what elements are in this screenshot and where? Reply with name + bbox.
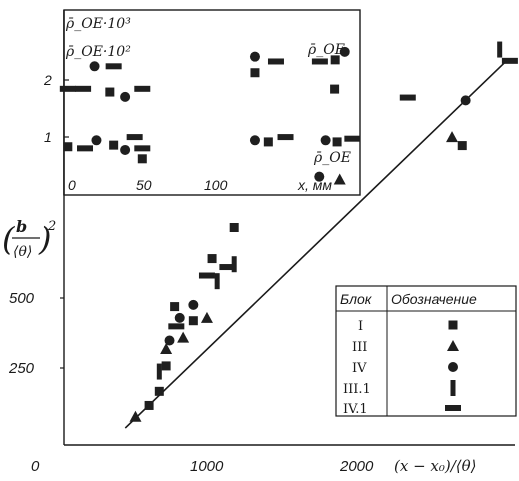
legend-entry-label: III bbox=[352, 340, 367, 355]
inset-point-square bbox=[330, 55, 340, 65]
data-point-square bbox=[154, 386, 164, 396]
data-point-square bbox=[207, 254, 217, 264]
legend-box bbox=[335, 285, 517, 417]
y-axis-label: ( b ⟨θ⟩ ) 2 bbox=[2, 217, 56, 260]
inset-point-hbar bbox=[311, 58, 328, 65]
data-point-square bbox=[457, 141, 467, 151]
main-data-points bbox=[129, 41, 518, 422]
svg-text:b: b bbox=[16, 217, 27, 236]
inset-x-tick-label-0: 0 bbox=[68, 177, 76, 193]
data-point-triangle bbox=[200, 311, 213, 323]
data-point-square bbox=[144, 400, 154, 410]
inset-point-square bbox=[105, 87, 115, 97]
x-axis-label: (x − x₀)/⟨θ⟩ bbox=[394, 457, 477, 475]
data-point-square bbox=[170, 302, 180, 312]
inset-panel bbox=[63, 9, 361, 196]
legend-entry-label: IV.1 bbox=[343, 402, 368, 417]
data-point-triangle bbox=[446, 131, 459, 143]
legend-entry-label: III.1 bbox=[343, 382, 371, 397]
data-point-square bbox=[330, 84, 340, 94]
inset-y-label-bottom: ρ̄_OE·10² bbox=[65, 44, 131, 60]
inset-point-circle bbox=[120, 144, 131, 155]
data-point-square bbox=[188, 316, 198, 326]
inset-data-points bbox=[59, 46, 361, 164]
inset-point-square bbox=[250, 68, 260, 78]
inset-point-circle bbox=[249, 51, 260, 62]
legend-marker-triangle bbox=[447, 340, 459, 351]
svg-text:(: ( bbox=[2, 220, 16, 258]
data-point-triangle bbox=[333, 173, 346, 185]
inset-y-label-top: ρ̄_OE·10³ bbox=[65, 16, 131, 32]
data-point-hbar bbox=[399, 94, 416, 101]
data-point-hbar bbox=[168, 323, 185, 330]
inset-point-square bbox=[263, 137, 273, 147]
svg-text:2: 2 bbox=[47, 219, 56, 234]
data-point-triangle bbox=[129, 410, 142, 422]
y-tick-label-500: 500 bbox=[9, 290, 35, 307]
data-point-vbar bbox=[214, 273, 220, 290]
data-point-vbar bbox=[156, 363, 162, 380]
inset-point-circle bbox=[249, 135, 260, 146]
inset-point-hbar bbox=[126, 134, 143, 141]
inset-point-square bbox=[137, 154, 147, 164]
inset-point-circle bbox=[339, 46, 350, 57]
inset-point-circle bbox=[89, 61, 100, 72]
data-point-vbar bbox=[497, 41, 503, 58]
data-point-circle bbox=[460, 95, 471, 106]
data-point-circle bbox=[314, 171, 325, 182]
data-point-triangle bbox=[177, 331, 190, 343]
legend-marker-vbar bbox=[450, 380, 456, 396]
x-tick-label-1000: 1000 bbox=[190, 458, 224, 475]
data-point-circle bbox=[174, 312, 185, 323]
inset-point-hbar bbox=[77, 145, 94, 152]
data-point-hbar bbox=[219, 264, 236, 271]
svg-text:): ) bbox=[38, 220, 51, 258]
inset-point-circle bbox=[320, 135, 331, 146]
legend-header-block: Блок bbox=[340, 291, 373, 307]
data-point-hbar bbox=[198, 272, 215, 279]
inset-x-tick-label-50: 50 bbox=[136, 177, 152, 193]
inset-point-hbar bbox=[344, 135, 361, 142]
legend-entry-label: IV bbox=[352, 361, 367, 376]
data-point-hbar bbox=[501, 57, 518, 64]
inset-lower-series-label: ρ̄_OE bbox=[313, 150, 351, 166]
legend-entry-label: I bbox=[358, 319, 363, 334]
data-point-circle bbox=[188, 299, 199, 310]
legend-marker-square bbox=[448, 320, 458, 330]
inset-point-square bbox=[109, 140, 119, 150]
inset-point-hbar bbox=[134, 85, 151, 92]
inset-point-hbar bbox=[134, 145, 151, 152]
data-point-square bbox=[161, 361, 171, 371]
inset-y-tick-label-2: 2 bbox=[43, 72, 52, 88]
inset-point-hbar bbox=[59, 85, 76, 92]
data-point-triangle bbox=[160, 342, 173, 354]
inset-x-axis-label: x, мм bbox=[297, 177, 332, 193]
trend-line bbox=[124, 60, 508, 429]
inset-x-tick-label-100: 100 bbox=[204, 177, 228, 193]
legend-marker-hbar bbox=[445, 405, 461, 411]
inset-point-circle bbox=[91, 135, 102, 146]
inset-point-square bbox=[63, 142, 73, 152]
inset-point-square bbox=[332, 137, 342, 147]
legend-marker-circle bbox=[448, 362, 458, 372]
data-point-circle bbox=[164, 335, 175, 346]
inset-point-hbar bbox=[267, 58, 284, 65]
legend: Блок Обозначение I III IV III.1 IV.1 bbox=[335, 285, 517, 417]
legend-header-symbol: Обозначение bbox=[391, 291, 477, 307]
inset-point-hbar bbox=[75, 85, 92, 92]
x-tick-label-2000: 2000 bbox=[339, 458, 374, 475]
inset-upper-series-label: ρ̄_OE bbox=[307, 42, 345, 58]
x-tick-label-0: 0 bbox=[31, 458, 40, 475]
inset-point-circle bbox=[120, 91, 131, 102]
inset-y-tick-label-1: 1 bbox=[44, 129, 52, 145]
y-tick-label-250: 250 bbox=[8, 360, 35, 377]
data-point-square bbox=[229, 223, 239, 232]
inset-point-hbar bbox=[277, 134, 294, 141]
svg-text:⟨θ⟩: ⟨θ⟩ bbox=[13, 244, 32, 260]
inset-point-hbar bbox=[105, 63, 122, 70]
